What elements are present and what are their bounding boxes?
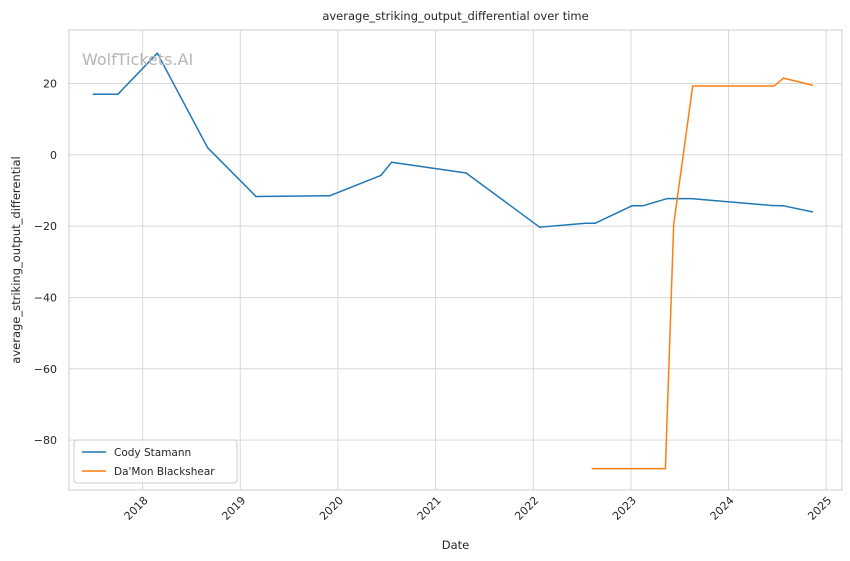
data-point — [92, 93, 95, 95]
y-tick-label: −20 — [34, 220, 57, 233]
legend: Cody Stamann Da'Mon Blackshear — [73, 439, 238, 484]
data-point — [782, 204, 785, 207]
data-point — [594, 222, 596, 225]
y-tick-label: 20 — [43, 77, 57, 90]
grid — [69, 30, 842, 490]
watermark: WolfTickets.AI — [82, 50, 193, 69]
plot-area — [68, 29, 843, 491]
data-point — [664, 467, 667, 470]
series-layer — [92, 52, 814, 470]
legend-label: Da'Mon Blackshear — [114, 466, 215, 478]
data-point — [255, 195, 257, 198]
y-tick-label: −60 — [34, 363, 57, 376]
data-point — [642, 204, 644, 207]
data-point — [538, 226, 541, 228]
y-tick-label: 0 — [50, 149, 57, 162]
legend-label: Cody Stamann — [114, 447, 191, 459]
y-tick-label: −40 — [34, 291, 57, 304]
y-axis-title: average_striking_output_differential — [9, 156, 23, 363]
data-point — [782, 77, 785, 79]
y-tick-label: −80 — [34, 434, 57, 447]
data-point — [672, 223, 675, 226]
data-point — [465, 172, 467, 174]
data-point — [390, 161, 393, 164]
data-point — [811, 211, 814, 213]
data-point — [690, 197, 693, 200]
data-point — [156, 52, 159, 54]
data-point — [117, 93, 119, 95]
chart-title: average_striking_output_differential ove… — [322, 9, 588, 23]
data-point — [380, 174, 382, 177]
y-axis-ticks: 20 0 −20 −40 −60 −80 — [34, 77, 57, 447]
data-point — [591, 467, 594, 470]
data-point — [811, 84, 814, 87]
plot-frame — [68, 29, 843, 491]
plot-background — [69, 30, 842, 490]
data-point — [206, 146, 209, 149]
data-point — [773, 85, 775, 87]
data-point — [584, 222, 587, 225]
legend-box — [73, 439, 238, 484]
data-point — [631, 204, 633, 207]
data-point — [665, 197, 668, 200]
data-point — [328, 195, 331, 197]
data-point — [691, 85, 694, 87]
x-axis-title: Date — [442, 538, 470, 552]
data-point — [770, 204, 773, 207]
